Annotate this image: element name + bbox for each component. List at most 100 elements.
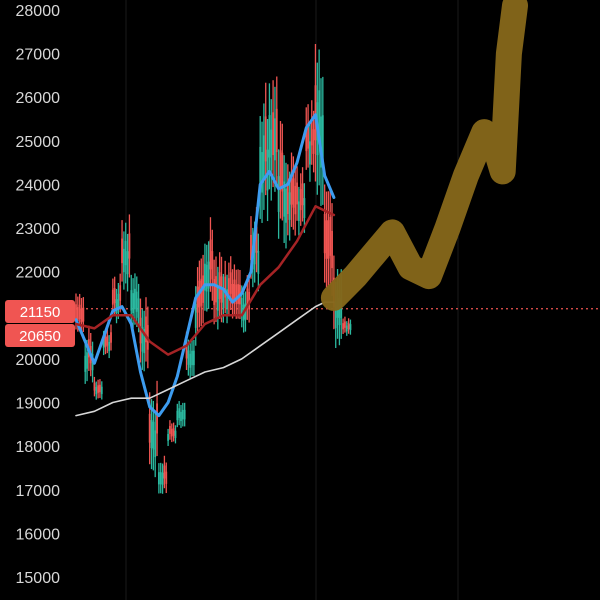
- candle-body: [111, 289, 114, 305]
- candle-body: [229, 272, 232, 294]
- candle-body: [286, 185, 289, 215]
- series-line: [74, 205, 336, 356]
- candle-body: [137, 298, 140, 318]
- candle-body: [345, 325, 348, 332]
- candle-body: [152, 421, 155, 450]
- candle-body: [237, 284, 239, 304]
- candle-body: [75, 304, 77, 319]
- candle-body: [205, 264, 208, 292]
- candle-body: [141, 327, 144, 352]
- candle-body: [95, 386, 98, 395]
- candle-body: [329, 216, 332, 256]
- candle-body: [323, 213, 326, 254]
- candle-body: [115, 299, 118, 313]
- candle-body: [172, 428, 175, 436]
- candle-body: [327, 220, 330, 259]
- y-tick-label: 16000: [16, 526, 61, 543]
- candle-body: [139, 317, 142, 344]
- candle-body: [305, 126, 308, 152]
- candle-body: [261, 152, 263, 193]
- candle-body: [250, 234, 252, 260]
- candle-body: [191, 350, 193, 366]
- candle-body: [148, 413, 151, 443]
- candle-body: [227, 278, 230, 299]
- candle-body: [176, 410, 179, 421]
- candle-body: [264, 116, 267, 162]
- chart-grid: [125, 0, 459, 600]
- candle-body: [117, 293, 120, 309]
- candle-body: [296, 182, 298, 205]
- candle-body: [157, 472, 160, 485]
- candle-body: [297, 201, 300, 221]
- candle-body: [84, 355, 87, 372]
- candle-body: [215, 276, 217, 303]
- candle-body: [325, 220, 328, 259]
- candle-body: [126, 251, 129, 275]
- y-tick-label: 24000: [16, 177, 61, 194]
- candle-body: [108, 341, 111, 352]
- candle-body: [82, 307, 85, 322]
- candle-body: [246, 288, 249, 307]
- y-tick-label: 17000: [16, 483, 61, 500]
- candle-body: [301, 183, 304, 206]
- candle-body: [159, 471, 162, 485]
- price-tag: 20650: [5, 324, 75, 347]
- candle-body: [310, 119, 313, 146]
- candle-body: [99, 384, 101, 393]
- candle-body: [292, 178, 295, 208]
- candle-body: [222, 288, 225, 309]
- candle-body: [124, 240, 127, 266]
- candle-body: [80, 308, 83, 323]
- price-tag-label: 20650: [19, 328, 61, 345]
- candle-body: [312, 129, 315, 154]
- candle-body: [281, 152, 284, 192]
- candle-body: [113, 288, 116, 304]
- candle-body: [156, 403, 158, 434]
- candle-body: [275, 108, 278, 153]
- candle-body: [185, 343, 188, 359]
- candle-body: [161, 472, 164, 485]
- candle-body: [180, 411, 182, 422]
- candle-body: [285, 188, 287, 223]
- candle-body: [122, 248, 125, 273]
- candle-body: [314, 85, 317, 141]
- candle-body: [169, 426, 171, 434]
- candle-body: [93, 382, 96, 391]
- candle-body: [255, 226, 258, 253]
- candle-body: [209, 239, 212, 270]
- candle-body: [154, 430, 157, 458]
- candle-body: [204, 263, 206, 291]
- candle-body: [135, 291, 138, 312]
- candle-body: [266, 149, 269, 191]
- candle-body: [290, 174, 293, 205]
- y-tick-label: 18000: [16, 439, 61, 456]
- candle-body: [257, 250, 260, 274]
- candle-body: [207, 261, 210, 289]
- series-line: [75, 301, 335, 417]
- candle-body: [143, 328, 146, 354]
- candle-body: [240, 298, 243, 315]
- y-tick-label: 27000: [16, 47, 61, 64]
- candle-body: [349, 324, 352, 331]
- candle-body: [194, 304, 197, 328]
- candle-body: [272, 112, 274, 156]
- moving-average-lines: [74, 113, 336, 418]
- price-tags: 21150 20650: [5, 300, 75, 347]
- y-tick-label: 26000: [16, 90, 61, 107]
- candle-body: [303, 198, 306, 218]
- candle-body: [321, 115, 324, 167]
- candle-body: [213, 279, 216, 305]
- candle-body: [86, 352, 88, 369]
- candle-body: [318, 90, 321, 145]
- candle-body: [119, 285, 122, 301]
- candle-body: [187, 350, 190, 365]
- candle-body: [178, 408, 181, 418]
- candle-body: [167, 434, 169, 441]
- candle-body: [235, 284, 238, 305]
- candle-body: [294, 185, 297, 215]
- candle-body: [233, 279, 236, 300]
- y-tick-label: 23000: [16, 221, 61, 238]
- price-tag: 21150: [5, 300, 75, 323]
- candle-body: [189, 353, 192, 368]
